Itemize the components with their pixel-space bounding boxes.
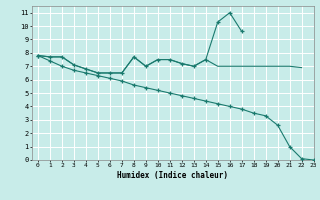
- X-axis label: Humidex (Indice chaleur): Humidex (Indice chaleur): [117, 171, 228, 180]
